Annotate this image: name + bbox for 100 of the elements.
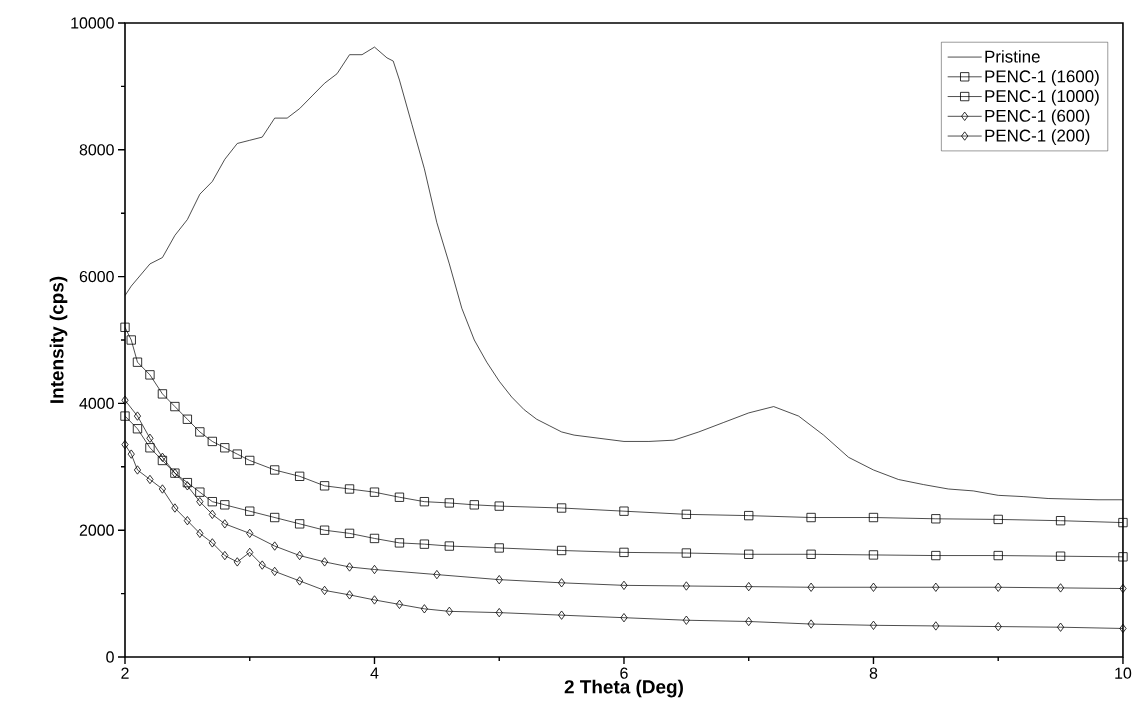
point [221,519,229,529]
point [994,582,1002,592]
point [619,547,629,557]
point [296,576,304,586]
point [682,581,690,591]
point [127,449,135,459]
point [344,528,355,538]
point [258,560,266,570]
point [132,424,143,434]
point [345,590,354,600]
x-axis-title: 2 Theta (Deg) [564,679,683,698]
point [745,616,753,627]
y-tick-label: 8000 [79,144,114,156]
point [444,541,454,551]
point [295,471,305,481]
point [121,440,129,450]
point [1055,551,1066,561]
point [245,506,255,516]
point [207,497,217,507]
point [271,566,279,577]
point [319,525,330,535]
point [868,550,879,560]
point [682,615,690,625]
x-tick-label: 2 [121,667,129,679]
point [494,543,504,553]
point [558,610,566,620]
x-tick-label: 4 [370,667,379,679]
point [220,443,230,453]
point [868,512,879,523]
point [932,582,940,592]
point [133,411,142,421]
point [220,500,230,510]
point [807,582,815,592]
point [207,436,217,447]
point [745,582,753,592]
point [807,619,815,629]
point [395,599,403,609]
point [445,606,453,616]
point [494,501,504,511]
point [931,514,941,524]
point [246,528,254,538]
point [126,335,136,345]
point [558,578,566,588]
legend-label: PENC-1 (1600) [985,69,1099,86]
legend-label: PENC-1 (200) [985,129,1090,145]
point [145,370,155,380]
point [444,498,454,508]
point [869,620,878,630]
y-tick-label: 2000 [79,524,114,536]
y-tick-label: 10000 [71,17,114,29]
point [157,455,168,466]
point [806,549,816,559]
point [557,503,567,513]
point [158,452,166,462]
point [344,484,355,494]
point [321,557,329,567]
x-tick-label: 8 [869,667,878,679]
point [270,512,280,523]
point [1118,552,1128,562]
y-tick-label: 6000 [79,270,114,283]
point [1055,516,1066,526]
point [121,395,129,405]
point [233,557,241,567]
y-tick-label: 4000 [79,397,114,410]
point [370,595,379,605]
point [245,455,255,466]
point [133,465,142,475]
point [195,427,205,437]
legend-label: PENC-1 (600) [985,109,1090,126]
point [195,487,205,497]
point [158,484,166,494]
point [271,541,279,551]
point [1119,583,1127,594]
point [1057,583,1065,593]
point [469,500,479,510]
point [208,509,216,519]
point [619,506,629,516]
point [932,621,940,631]
point [394,492,405,502]
point [321,585,329,596]
point [681,509,691,519]
point [146,433,154,443]
point [419,497,429,507]
point [744,549,754,559]
point [681,548,691,558]
y-tick-label: 0 [106,651,114,663]
point [557,545,567,556]
point [931,550,941,561]
point [994,621,1002,632]
x-tick-label: 10 [1115,667,1132,679]
point [246,547,254,557]
point [869,582,878,592]
point [319,481,330,491]
point [157,389,168,399]
point [345,562,354,572]
point [495,608,503,618]
point [120,411,130,421]
point [433,569,441,580]
point [208,538,216,548]
point [196,528,204,538]
